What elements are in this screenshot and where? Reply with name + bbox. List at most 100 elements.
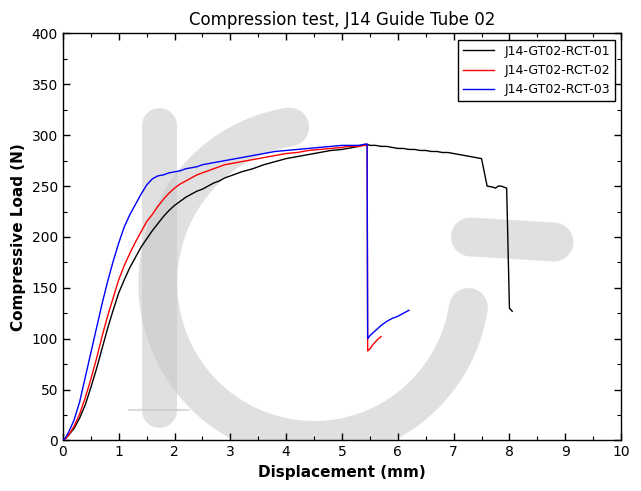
J14-GT02-RCT-03 <box>160 172 167 178</box>
J14-GT02-RCT-02 <box>65 433 72 438</box>
Line: J14-GT02-RCT-02: J14-GT02-RCT-02 <box>63 145 367 440</box>
J14-GT02-RCT-02 <box>165 190 173 196</box>
J14-GT02-RCT-03 <box>349 142 357 148</box>
J14-GT02-RCT-02 <box>104 313 112 319</box>
J14-GT02-RCT-03 <box>176 168 184 174</box>
J14-GT02-RCT-02 <box>182 178 190 184</box>
J14-GT02-RCT-02 <box>199 170 206 176</box>
J14-GT02-RCT-02 <box>210 166 217 172</box>
J14-GT02-RCT-03 <box>87 350 95 356</box>
J14-GT02-RCT-02 <box>187 175 195 181</box>
J14-GT02-RCT-01 <box>193 188 201 194</box>
J14-GT02-RCT-03 <box>360 141 368 147</box>
J14-GT02-RCT-03 <box>92 326 100 331</box>
J14-GT02-RCT-02 <box>294 150 301 156</box>
J14-GT02-RCT-03 <box>143 182 151 188</box>
J14-GT02-RCT-03 <box>221 158 229 164</box>
J14-GT02-RCT-03 <box>363 141 371 147</box>
J14-GT02-RCT-02 <box>160 196 167 202</box>
J14-GT02-RCT-02 <box>226 161 234 166</box>
J14-GT02-RCT-03 <box>171 169 178 175</box>
J14-GT02-RCT-02 <box>271 153 279 159</box>
J14-GT02-RCT-01 <box>226 173 234 179</box>
J14-GT02-RCT-01 <box>508 308 516 314</box>
J14-GT02-RCT-02 <box>81 395 89 401</box>
J14-GT02-RCT-03 <box>165 170 173 176</box>
J14-GT02-RCT-02 <box>238 159 246 164</box>
J14-GT02-RCT-02 <box>71 423 78 429</box>
J14-GT02-RCT-02 <box>92 356 100 362</box>
J14-GT02-RCT-02 <box>316 146 324 152</box>
J14-GT02-RCT-03 <box>355 142 363 148</box>
J14-GT02-RCT-03 <box>182 166 190 172</box>
J14-GT02-RCT-02 <box>148 212 156 218</box>
J14-GT02-RCT-02 <box>171 185 178 191</box>
J14-GT02-RCT-02 <box>249 157 256 163</box>
J14-GT02-RCT-02 <box>121 263 128 269</box>
J14-GT02-RCT-03 <box>121 224 128 230</box>
J14-GT02-RCT-02 <box>282 151 290 157</box>
J14-GT02-RCT-03 <box>327 143 335 149</box>
J14-GT02-RCT-02 <box>344 143 351 149</box>
J14-GT02-RCT-03 <box>148 176 156 182</box>
J14-GT02-RCT-03 <box>76 399 83 405</box>
J14-GT02-RCT-02 <box>193 172 201 178</box>
J14-GT02-RCT-03 <box>126 212 134 218</box>
J14-GT02-RCT-02 <box>131 239 139 245</box>
J14-GT02-RCT-02 <box>87 377 95 382</box>
J14-GT02-RCT-03 <box>238 155 246 161</box>
J14-GT02-RCT-03 <box>62 435 69 440</box>
J14-GT02-RCT-02 <box>115 277 122 283</box>
J14-GT02-RCT-02 <box>76 411 83 417</box>
J14-GT02-RCT-03 <box>154 173 162 179</box>
J14-GT02-RCT-01 <box>59 437 67 443</box>
J14-GT02-RCT-03 <box>137 191 145 197</box>
J14-GT02-RCT-01 <box>360 141 368 147</box>
J14-GT02-RCT-03 <box>59 437 67 443</box>
Legend: J14-GT02-RCT-01, J14-GT02-RCT-02, J14-GT02-RCT-03: J14-GT02-RCT-01, J14-GT02-RCT-02, J14-GT… <box>458 40 615 101</box>
J14-GT02-RCT-02 <box>126 250 134 256</box>
J14-GT02-RCT-02 <box>154 203 162 209</box>
J14-GT02-RCT-03 <box>338 142 346 148</box>
J14-GT02-RCT-02 <box>304 147 312 153</box>
J14-GT02-RCT-02 <box>349 143 357 149</box>
J14-GT02-RCT-03 <box>98 301 106 307</box>
X-axis label: Displacement (mm): Displacement (mm) <box>258 465 426 480</box>
J14-GT02-RCT-03 <box>115 240 122 246</box>
J14-GT02-RCT-03 <box>104 279 112 285</box>
J14-GT02-RCT-03 <box>304 145 312 151</box>
J14-GT02-RCT-02 <box>143 219 151 225</box>
J14-GT02-RCT-03 <box>260 151 268 157</box>
J14-GT02-RCT-01 <box>344 145 351 151</box>
J14-GT02-RCT-03 <box>71 417 78 423</box>
J14-GT02-RCT-02 <box>98 334 106 340</box>
J14-GT02-RCT-02 <box>137 229 145 235</box>
J14-GT02-RCT-01 <box>199 186 206 192</box>
J14-GT02-RCT-03 <box>110 258 117 264</box>
J14-GT02-RCT-03 <box>131 201 139 207</box>
J14-GT02-RCT-03 <box>282 147 290 153</box>
J14-GT02-RCT-02 <box>110 295 117 301</box>
Title: Compression test, J14 Guide Tube 02: Compression test, J14 Guide Tube 02 <box>189 11 495 29</box>
J14-GT02-RCT-02 <box>355 143 363 149</box>
Line: J14-GT02-RCT-03: J14-GT02-RCT-03 <box>63 144 367 440</box>
J14-GT02-RCT-01 <box>137 244 145 250</box>
J14-GT02-RCT-03 <box>193 164 201 170</box>
J14-GT02-RCT-03 <box>271 149 279 155</box>
J14-GT02-RCT-03 <box>215 159 223 164</box>
J14-GT02-RCT-03 <box>199 162 206 167</box>
J14-GT02-RCT-02 <box>221 162 229 167</box>
J14-GT02-RCT-03 <box>294 146 301 152</box>
J14-GT02-RCT-03 <box>226 157 234 163</box>
J14-GT02-RCT-02 <box>204 168 212 174</box>
Line: J14-GT02-RCT-01: J14-GT02-RCT-01 <box>63 144 512 440</box>
J14-GT02-RCT-02 <box>360 142 368 148</box>
J14-GT02-RCT-02 <box>260 155 268 161</box>
J14-GT02-RCT-03 <box>316 144 324 150</box>
J14-GT02-RCT-02 <box>327 145 335 151</box>
J14-GT02-RCT-03 <box>204 161 212 166</box>
J14-GT02-RCT-03 <box>210 160 217 165</box>
J14-GT02-RCT-02 <box>363 142 371 148</box>
J14-GT02-RCT-03 <box>65 430 72 436</box>
Circle shape <box>128 409 190 410</box>
